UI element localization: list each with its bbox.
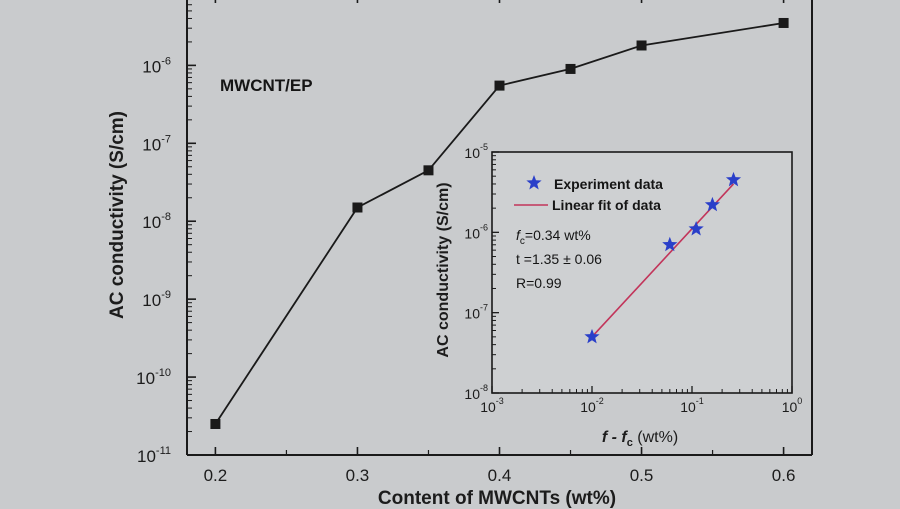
inset-data-point bbox=[688, 221, 704, 236]
inset-y-tick-label: 10-8 bbox=[464, 383, 488, 402]
data-point bbox=[636, 40, 647, 51]
inset-x-tick-label: 10-2 bbox=[580, 396, 604, 415]
inset-x-axis-title: f - fc (wt%) bbox=[602, 429, 678, 449]
legend-experiment-label: Experiment data bbox=[554, 176, 663, 192]
chart-annotation: MWCNT/EP bbox=[220, 76, 313, 95]
r-annotation: R=0.99 bbox=[516, 275, 562, 291]
data-point bbox=[423, 165, 434, 176]
y-tick-label: 10-10 bbox=[136, 367, 171, 388]
main-plot: 0.2 0.3 0.4 0.5 0.610-1110-1010-910-810-710-… bbox=[107, 0, 813, 509]
inset-plot: 10-3 10-2 10-1 100 10-8 10-7 10-6 10-5 Experime… bbox=[435, 142, 802, 449]
y-tick-label: 10-11 bbox=[137, 445, 171, 466]
data-point bbox=[778, 17, 789, 28]
data-point bbox=[352, 202, 363, 213]
main-ticks: 0.2 0.3 0.4 0.5 0.6 10-11 10-10 10-9 10-8 10-7 10-… bbox=[136, 0, 795, 485]
fc-symbol: f bbox=[516, 227, 522, 243]
x-axis-title: Content of MWCNTs (wt%) bbox=[378, 488, 616, 509]
inset-series bbox=[584, 171, 742, 344]
inset-x-sub: c bbox=[627, 437, 633, 449]
inset-data-point bbox=[584, 328, 600, 344]
y-tick-label: 10-8 bbox=[142, 211, 171, 232]
x-tick-label: 0.5 bbox=[630, 466, 654, 485]
inset-y-tick-label: 10-7 bbox=[464, 303, 488, 322]
inset-ticks: 10-3 10-2 10-1 100 10-8 10-7 10-6 10-5 bbox=[464, 142, 802, 415]
y-tick-label: 10-6 bbox=[142, 55, 171, 76]
data-point bbox=[494, 80, 505, 91]
inset-x-tick-label: 100 bbox=[782, 396, 803, 415]
fc-sub: c bbox=[520, 236, 525, 247]
inset-data-point bbox=[662, 236, 678, 252]
inset-x-tick-label: 10-1 bbox=[680, 396, 704, 415]
data-point bbox=[565, 63, 576, 74]
inset-data-point bbox=[704, 196, 721, 212]
inset-y-tick-label: 10-6 bbox=[464, 222, 488, 241]
inset-frame bbox=[491, 151, 793, 394]
x-tick-label: 0.3 bbox=[346, 466, 370, 485]
y-tick-label: 10-7 bbox=[142, 133, 171, 154]
inset-y-axis-title: AC conductivity (S/cm) bbox=[435, 182, 452, 357]
legend-star-marker bbox=[526, 175, 542, 190]
y-axis-title: AC conductivity (S/cm) bbox=[107, 111, 128, 319]
inset-x-main: f - f bbox=[602, 429, 629, 446]
inset-x-tick-label: 10-3 bbox=[480, 396, 504, 415]
inset-legend: Experiment data Linear fit of data bbox=[514, 175, 663, 213]
y-tick-label: 10-9 bbox=[142, 289, 171, 310]
t-annotation: t =1.35 ± 0.06 bbox=[516, 251, 602, 267]
inset-y-tick-label: 10-5 bbox=[464, 142, 488, 161]
fc-annotation: fc=0.34 wt% bbox=[516, 227, 591, 247]
x-tick-label: 0.6 bbox=[772, 466, 796, 485]
data-point bbox=[210, 418, 221, 429]
x-tick-label: 0.4 bbox=[488, 466, 512, 485]
inset-x-unit: (wt%) bbox=[633, 429, 678, 446]
x-tick-label: 0.2 bbox=[204, 466, 228, 485]
fc-value: =0.34 wt% bbox=[525, 227, 591, 243]
legend-fit-label: Linear fit of data bbox=[552, 197, 661, 213]
inset-data-point bbox=[725, 171, 742, 187]
main-series bbox=[210, 17, 789, 429]
